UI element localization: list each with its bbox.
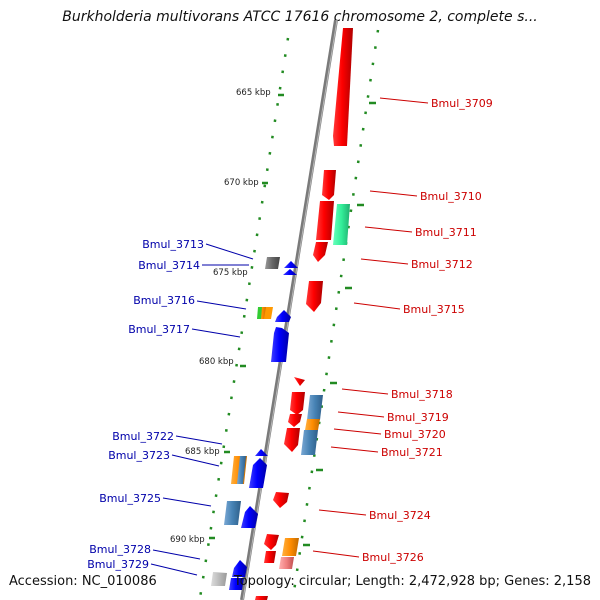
gene-arrow-bmul-3711[interactable]: [316, 201, 334, 240]
chromosome-backbone: [240, 19, 338, 600]
gene-label-bmul-3725[interactable]: Bmul_3725: [99, 492, 161, 505]
gene-arrow-bmul-3729[interactable]: [229, 578, 244, 590]
gene-arrow-partial: [255, 596, 268, 600]
gene-label-bmul-3715[interactable]: Bmul_3715: [403, 303, 465, 316]
kbp-label-690: 690 kbp: [170, 535, 205, 545]
gene-label-bmul-3711[interactable]: Bmul_3711: [415, 226, 477, 239]
gene-arrow-bmul-3711-cog: [333, 204, 350, 245]
gene-label-bmul-3729[interactable]: Bmul_3729: [87, 558, 149, 571]
gene-arrow-bmul-3728[interactable]: [232, 560, 247, 577]
gene-label-bmul-3714[interactable]: Bmul_3714: [138, 259, 200, 272]
kbp-label-665: 665 kbp: [236, 88, 271, 98]
gene-label-bmul-3712[interactable]: Bmul_3712: [411, 258, 473, 271]
gene-label-bmul-3716[interactable]: Bmul_3716: [133, 294, 195, 307]
gene-arrow-bmul-3719[interactable]: [290, 392, 305, 415]
gene-arrow-bmul-3715[interactable]: [306, 281, 323, 312]
gene-arrow-bmul-3720-cog: [305, 419, 320, 430]
gene-label-bmul-3719[interactable]: Bmul_3719: [387, 411, 449, 424]
gene-arrow-bmul-3713[interactable]: [265, 257, 280, 269]
gene-arrow-bmul-3721[interactable]: [284, 428, 300, 452]
gene-arrow-bmul-3718[interactable]: [294, 377, 305, 386]
gene-arrow-bmul-3716[interactable]: [264, 307, 273, 319]
gene-arrow-bmul-3723-cog2: [237, 456, 246, 484]
gene-label-bmul-3721[interactable]: Bmul_3721: [381, 446, 443, 459]
kbp-label-670: 670 kbp: [224, 178, 259, 188]
gene-arrow-bmul-3725-cog: [224, 501, 241, 525]
kbp-label-685: 685 kbp: [185, 447, 220, 457]
gene-arrow-bmul-3717[interactable]: [271, 327, 289, 362]
gene-arrow-bmul-3726[interactable]: [264, 534, 279, 550]
gene-label-bmul-3709[interactable]: Bmul_3709: [431, 97, 493, 110]
gene-label-bmul-3724[interactable]: Bmul_3724: [369, 509, 431, 522]
gene-label-bmul-3710[interactable]: Bmul_3710: [420, 190, 482, 203]
gene-arrow-bmul-3714-a[interactable]: [284, 261, 298, 268]
gene-label-bmul-3723[interactable]: Bmul_3723: [108, 449, 170, 462]
gene-label-bmul-3718[interactable]: Bmul_3718: [391, 388, 453, 401]
gc-track: [198, 29, 380, 599]
forward-features: [255, 28, 353, 600]
gene-arrow-bmul-3716-cog2: [257, 307, 262, 319]
gene-label-bmul-3726[interactable]: Bmul_3726: [362, 551, 424, 564]
right-leaders: [312, 97, 429, 558]
gene-label-bmul-3717[interactable]: Bmul_3717: [128, 323, 190, 336]
gene-arrow-bmul-3726-cog: [282, 538, 299, 556]
gene-label-bmul-3720[interactable]: Bmul_3720: [384, 428, 446, 441]
gene-label-bmul-3728[interactable]: Bmul_3728: [89, 543, 151, 556]
left-leaders: [150, 243, 254, 576]
gene-arrow-bmul-3716-b: [275, 310, 291, 322]
map-title: Burkholderia multivorans ATCC 17616 chro…: [62, 9, 538, 25]
gene-arrow-bmul-3712[interactable]: [313, 242, 328, 262]
gene-arrow-bmul-3721-cog: [301, 430, 318, 455]
gene-label-bmul-3713[interactable]: Bmul_3713: [142, 238, 204, 251]
gene-arrow-bmul-3727-cog: [279, 557, 294, 569]
topology-text: Topology: circular; Length: 2,472,928 bp…: [233, 574, 591, 589]
kbp-label-675: 675 kbp: [213, 268, 248, 278]
gene-label-bmul-3722[interactable]: Bmul_3722: [112, 430, 174, 443]
gene-arrow-bmul-3722[interactable]: [255, 449, 268, 456]
gene-arrow-bmul-3724[interactable]: [273, 492, 289, 508]
gene-arrow-bmul-3719-cog: [307, 395, 323, 420]
gene-arrow-bmul-3725[interactable]: [241, 506, 258, 528]
gene-arrow-bmul-3729-cog: [211, 572, 227, 586]
right-gene-labels: Bmul_3709 Bmul_3710 Bmul_3711 Bmul_3712 …: [362, 97, 493, 564]
accession-text: Accession: NC_010086: [9, 574, 157, 589]
reverse-features: [211, 257, 298, 590]
kbp-label-680: 680 kbp: [199, 357, 234, 367]
gene-arrow-bmul-3709[interactable]: [333, 28, 353, 146]
gene-arrow-bmul-3710[interactable]: [322, 170, 336, 200]
gene-arrow-bmul-3727: [264, 551, 276, 563]
left-gene-labels: Bmul_3713 Bmul_3714 Bmul_3716 Bmul_3717 …: [87, 238, 204, 571]
gene-arrow-bmul-3714-b: [283, 269, 297, 275]
gene-arrow-bmul-3723[interactable]: [249, 458, 267, 488]
gene-arrow-bmul-3720[interactable]: [288, 414, 302, 427]
